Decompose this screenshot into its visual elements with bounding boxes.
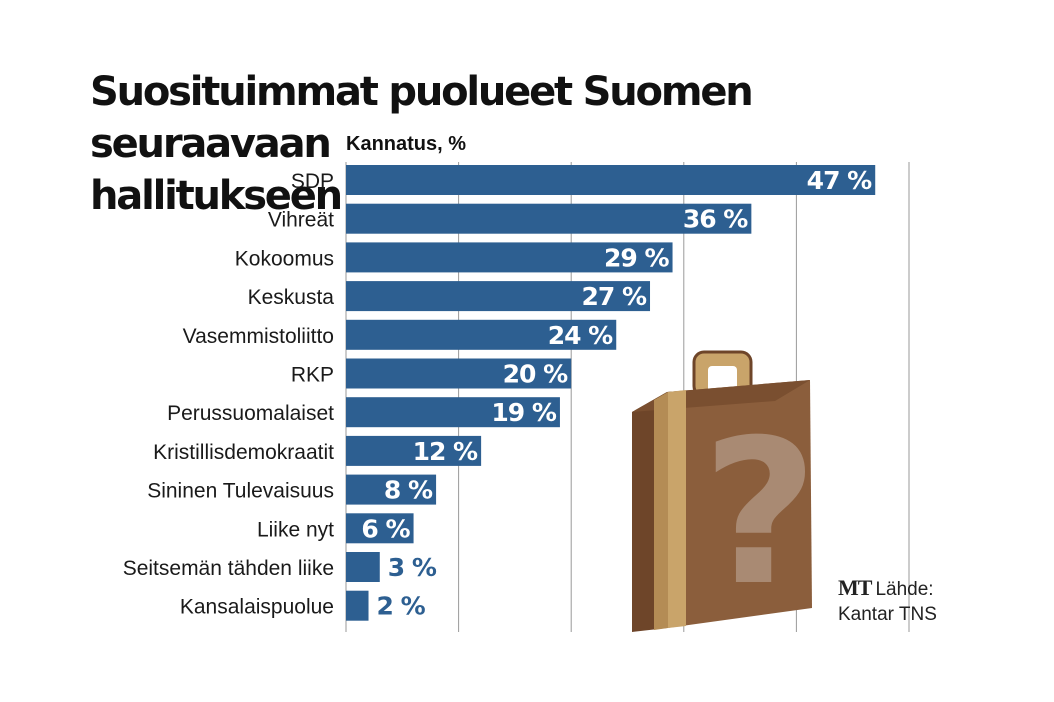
- axis-label: Kannatus, %: [346, 133, 467, 155]
- category-label: Vihreät: [268, 209, 334, 232]
- data-label: 8 %: [384, 476, 433, 505]
- category-label: Keskusta: [248, 286, 335, 309]
- bar: [346, 397, 560, 428]
- bars: [346, 165, 876, 621]
- data-label: 19 %: [491, 398, 556, 427]
- bar: [346, 552, 380, 582]
- bar: [346, 358, 572, 389]
- data-label: 2 %: [377, 592, 426, 621]
- bar: [346, 242, 673, 273]
- bar: [346, 203, 752, 234]
- category-label: SDP: [291, 170, 334, 193]
- source-label: Lähde:: [875, 579, 934, 600]
- source-name: Kantar TNS: [838, 604, 937, 625]
- category-label: Kokoomus: [235, 247, 334, 270]
- category-label: Vasemmistoliitto: [183, 325, 334, 348]
- category-label: Sininen Tulevaisuus: [147, 480, 334, 503]
- source-note: MT Lähde: Kantar TNS: [838, 575, 937, 627]
- data-label: 20 %: [503, 360, 568, 389]
- value-labels: 47 % 36 % 29 % 27 % 24 % 20 % 19 % 12 % 8 % 6 % 3 …: [361, 166, 873, 621]
- category-labels: SDP Vihreät Kokoomus Keskusta Vasemmistoliit…: [123, 170, 335, 619]
- category-label: Seitsemän tähden liike: [123, 557, 334, 580]
- bar: [346, 590, 369, 621]
- chart-title-line-2: hallitukseen: [90, 173, 343, 219]
- chart-title: Suosituimmat puolueet Suomen seuraavaan …: [90, 66, 910, 222]
- suitcase-icon: ?: [632, 350, 818, 632]
- category-label: Liike nyt: [257, 518, 334, 541]
- bar: [346, 513, 414, 544]
- data-label: 29 %: [604, 243, 669, 272]
- category-label: RKP: [291, 364, 334, 387]
- bar: [346, 281, 651, 312]
- data-label: 6 %: [361, 514, 410, 543]
- data-label: 3 %: [388, 553, 437, 582]
- svg-text:?: ?: [702, 397, 818, 630]
- data-label: 36 %: [683, 205, 748, 234]
- data-label: 24 %: [548, 321, 613, 350]
- category-label: Kristillisdemokraatit: [153, 441, 334, 464]
- category-label: Kansalaispuolue: [180, 596, 334, 619]
- category-label: Perussuomalaiset: [167, 402, 334, 425]
- data-label: 47 %: [807, 166, 872, 195]
- chart-title-line-1: Suosituimmat puolueet Suomen seuraavaan: [90, 69, 754, 167]
- mt-logo: MT: [838, 575, 872, 600]
- bar: [346, 474, 437, 505]
- data-label: 12 %: [413, 437, 478, 466]
- data-label: 27 %: [581, 282, 646, 311]
- bar: [346, 165, 876, 195]
- bar: [346, 319, 617, 350]
- bar: [346, 435, 482, 466]
